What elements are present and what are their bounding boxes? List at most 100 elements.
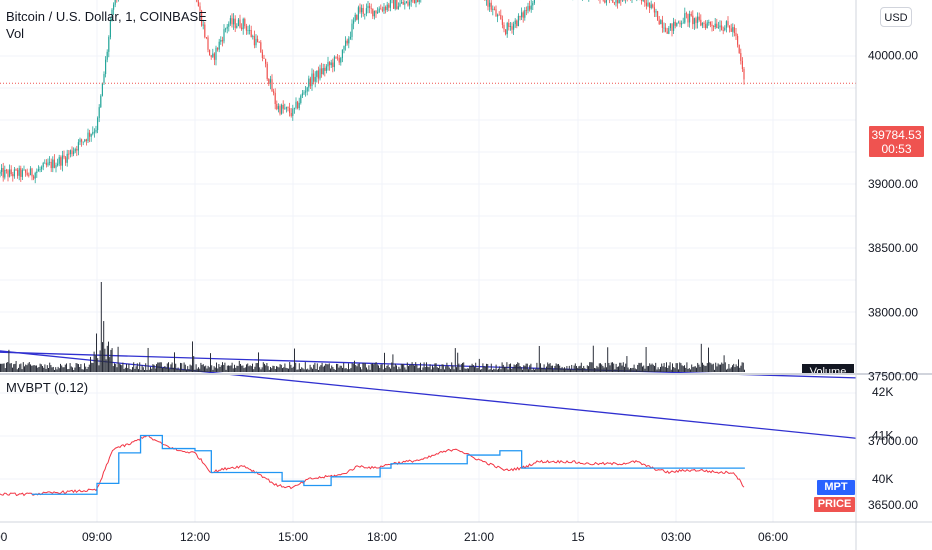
- candle-body: [741, 60, 743, 70]
- volume-bar: [123, 368, 125, 372]
- candle-body: [257, 38, 259, 43]
- volume-bar: [448, 367, 450, 372]
- volume-bar: [225, 369, 227, 372]
- volume-bar: [640, 362, 642, 372]
- volume-bar: [87, 366, 89, 372]
- volume-bar: [42, 366, 43, 372]
- candle-body: [708, 21, 710, 23]
- volume-bar: [48, 368, 49, 372]
- volume-bar: [684, 365, 685, 372]
- candle-body: [29, 168, 31, 176]
- price-tick-label: 37000.00: [868, 434, 918, 448]
- volume-bar: [368, 365, 370, 372]
- candle-body: [655, 11, 657, 13]
- candle-body: [652, 4, 654, 8]
- candle-body: [351, 23, 353, 37]
- volume-bar: [549, 363, 551, 372]
- volume-bar: [706, 363, 708, 372]
- indicator-axis[interactable]: 42K 41K 40K: [872, 385, 893, 486]
- volume-bar: [733, 363, 735, 372]
- volume-bar: [202, 364, 204, 372]
- candle-body: [196, 0, 198, 2]
- volume-bar: [135, 366, 137, 372]
- volume-bar: [735, 364, 737, 372]
- volume-bar: [44, 364, 46, 372]
- volume-bar: [136, 363, 138, 372]
- volume-bar: [273, 365, 275, 372]
- candle-body: [63, 155, 65, 158]
- candle-body: [44, 162, 46, 164]
- volume-bar: [559, 365, 561, 372]
- volume-bar: [124, 367, 126, 372]
- volume-bar: [330, 368, 331, 372]
- candle-body: [668, 28, 670, 34]
- volume-bar: [331, 365, 333, 372]
- volume-bar: [562, 368, 564, 372]
- volume-bar: [328, 363, 330, 372]
- volume-bar: [464, 368, 466, 372]
- volume-bar: [129, 369, 131, 372]
- volume-bar: [56, 369, 58, 372]
- volume-bar: [115, 364, 117, 372]
- candle-body: [663, 27, 665, 29]
- volume-bar: [730, 367, 732, 372]
- volume-bar: [618, 366, 619, 372]
- volume-bar: [637, 364, 639, 372]
- volume-bar: [2, 363, 4, 372]
- volume-bar: [24, 366, 25, 372]
- volume-bar: [700, 343, 702, 372]
- volume-bar: [370, 363, 372, 372]
- candle-body: [645, 2, 647, 6]
- price-candles[interactable]: [0, 0, 745, 184]
- volume-bar: [196, 368, 198, 372]
- candle-body: [36, 171, 38, 174]
- indicator-title[interactable]: MVBPT (0.12): [6, 380, 89, 395]
- candle-body: [15, 169, 17, 171]
- volume-bar: [445, 366, 447, 372]
- volume-bar: [591, 362, 593, 372]
- volume-bar: [208, 367, 210, 372]
- candle-body: [281, 104, 283, 114]
- volume-bar: [669, 362, 671, 372]
- volume-bar: [326, 364, 328, 372]
- currency-button[interactable]: USD: [880, 7, 912, 27]
- volume-bar: [14, 363, 16, 372]
- volume-bar: [100, 282, 102, 372]
- price-axis[interactable]: 41000.0040500.0040000.0039000.0038500.00…: [868, 0, 918, 512]
- volume-bar: [356, 366, 358, 372]
- candle-body: [405, 1, 407, 4]
- volume-bar: [187, 366, 189, 372]
- candle-body: [730, 28, 732, 32]
- candle-body: [647, 2, 649, 6]
- volume-bar: [518, 363, 520, 372]
- volume-bar: [318, 369, 319, 372]
- volume-bar: [703, 364, 705, 372]
- candle-body: [503, 24, 505, 30]
- time-axis[interactable]: :00 09:00 12:00 15:00 18:00 21:00 15 03:00 06:00: [0, 530, 788, 544]
- symbol-title[interactable]: Bitcoin / U.S. Dollar, 1, COINBASE: [6, 9, 207, 24]
- volume-bar: [339, 365, 341, 372]
- candle-body: [372, 8, 374, 17]
- volume-bar: [667, 367, 669, 372]
- volume-bar: [62, 367, 64, 372]
- volume-legend-label[interactable]: Vol: [6, 26, 25, 41]
- volume-bar: [162, 367, 163, 372]
- volume-bar: [133, 362, 135, 372]
- volume-bar: [472, 365, 474, 372]
- volume-bar: [488, 369, 490, 372]
- trendline-lower[interactable]: [0, 350, 857, 439]
- volume-bar: [498, 368, 499, 372]
- volume-bar: [99, 350, 101, 372]
- candle-body: [417, 0, 419, 2]
- volume-bar: [190, 365, 192, 372]
- volume-bar: [720, 364, 721, 372]
- volume-bar: [698, 364, 700, 372]
- volume-bar: [531, 369, 533, 372]
- volume-bar: [351, 363, 353, 372]
- volume-bar: [164, 365, 166, 372]
- volume-bar: [292, 366, 294, 372]
- volume-bar: [642, 366, 643, 372]
- volume-bar: [166, 363, 168, 372]
- volume-bar: [643, 365, 645, 372]
